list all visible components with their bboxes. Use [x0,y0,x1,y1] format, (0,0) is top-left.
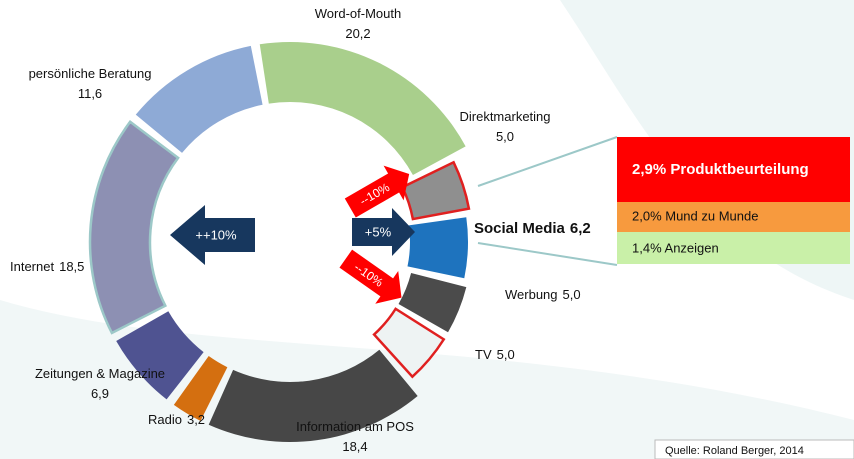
segment-label: Internet 18,5 [10,259,84,274]
segment [173,355,228,421]
value-label: 6,9 [91,386,109,401]
value-label: 3,2 [187,412,205,427]
arrow-label: ++10% [195,227,237,242]
donut [88,42,471,442]
segment-label: Information am POS 18,4 [296,419,414,454]
segment [407,217,469,279]
value-label: 5,0 [496,129,514,144]
breakdown-text: 1,4% Anzeigen [632,240,719,255]
category: persönliche Beratung [29,66,152,81]
breakdown-text: 2,0% Mund zu Munde [632,208,758,223]
segment-label: Direktmarketing 5,0 [459,109,550,144]
segment [208,349,418,442]
value-label: 18,5 [59,259,84,274]
value-label: 5,0 [497,347,515,362]
breakdown-text: 2,9% Produktbeurteilung [632,161,809,178]
arrow-label: +5% [365,224,392,239]
category: Information am POS [296,419,414,434]
source: Quelle: Roland Berger, 2014 [665,445,804,457]
category: Werbung [505,287,558,302]
category: Word-of-Mouth [315,6,401,21]
segment-label: Zeitungen & Magazine 6,9 [35,366,165,401]
breakdown-row [617,137,850,202]
category: TV [475,347,492,362]
source-box [654,439,854,459]
value-label: 5,0 [563,287,581,302]
connector [477,136,618,187]
segment-label: Social Media 6,2 [474,220,591,237]
value-label: 18,4 [342,439,367,454]
arrow [352,208,415,256]
category: Zeitungen & Magazine [35,366,165,381]
connector [477,242,618,266]
value-label: 11,6 [78,86,102,101]
segment-label: TV 5,0 [475,347,515,362]
value-label: 20,2 [345,26,370,41]
category: Internet [10,259,54,274]
segment [372,307,446,379]
segment-label: Word-of-Mouth 20,2 [315,6,401,41]
arrow-shape [339,249,402,304]
segment [88,120,180,335]
breakdown-row [617,232,850,264]
breakdown-row [617,202,850,232]
segment-label: persönliche Beratung 11,6 [29,66,152,101]
arrow-shape [344,165,410,218]
category: Social Media [474,220,566,237]
segment [135,45,263,153]
segment [398,272,467,333]
segment-label: Radio 3,2 [148,412,205,427]
value-label: 6,2 [570,220,591,237]
segment-label: Werbung 5,0 [505,287,581,302]
segment [259,42,466,176]
segment [116,311,204,400]
arrow [170,205,255,265]
category: Direktmarketing [459,109,550,124]
category: Radio [148,412,182,427]
